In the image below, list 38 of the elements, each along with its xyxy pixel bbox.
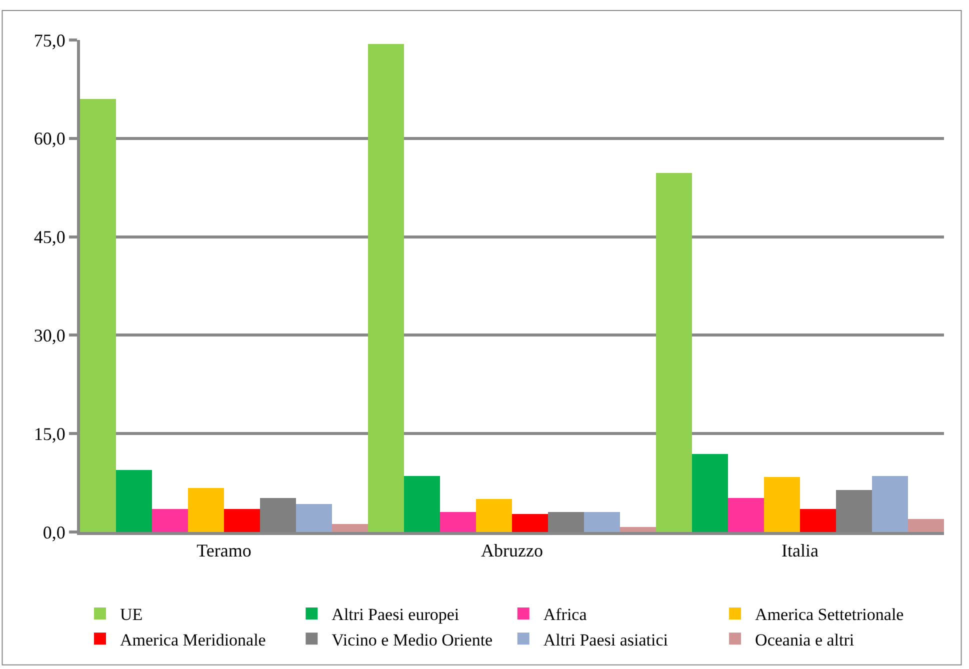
- bar: [332, 524, 368, 532]
- legend-label: America Meridionale: [120, 630, 266, 650]
- bar: [116, 470, 152, 532]
- x-tick-label: Teramo: [196, 540, 252, 561]
- bar: [368, 44, 404, 532]
- y-tick-label: 75,0: [34, 30, 66, 50]
- bar: [656, 173, 692, 532]
- bar: [296, 504, 332, 532]
- bar: [692, 454, 728, 532]
- y-tick-label: 45,0: [34, 227, 66, 248]
- legend-label: Oceania e altri: [755, 630, 854, 650]
- y-tick-label: 30,0: [34, 326, 66, 346]
- bar: [476, 499, 512, 532]
- x-tick-label: Italia: [782, 540, 818, 561]
- bar: [512, 514, 548, 532]
- bar: [404, 476, 440, 532]
- legend-label: Altri Paesi europei: [332, 605, 460, 624]
- y-tick-label: 0,0: [42, 522, 66, 542]
- y-tick-label: 15,0: [34, 424, 66, 444]
- bar: [224, 509, 260, 532]
- bar: [872, 476, 908, 532]
- bar: [440, 512, 476, 532]
- bar: [620, 527, 656, 532]
- legend-label: America Settetrionale: [755, 605, 904, 624]
- legend-label: Africa: [543, 605, 588, 624]
- bar: [584, 512, 620, 532]
- bar: [188, 488, 224, 532]
- y-tick-label: 60,0: [34, 128, 66, 149]
- bar: [764, 477, 800, 532]
- legend-label: Altri Paesi asiatici: [543, 630, 668, 650]
- bar: [80, 99, 116, 532]
- bar: [152, 509, 188, 532]
- x-tick-label: Abruzzo: [481, 540, 543, 561]
- legend-label: Vicino e Medio Oriente: [332, 630, 493, 650]
- bar: [908, 519, 944, 532]
- bar: [728, 498, 764, 532]
- bar: [800, 509, 836, 532]
- legend-label: UE: [120, 605, 143, 624]
